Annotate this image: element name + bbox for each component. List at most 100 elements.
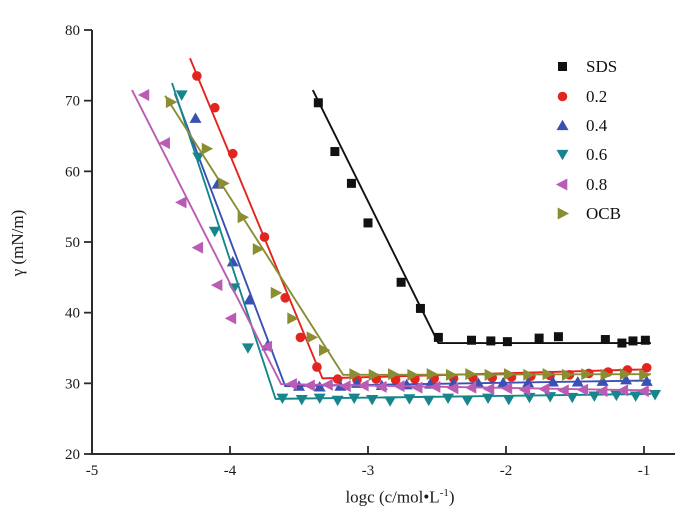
fit-line xyxy=(189,57,651,380)
marker xyxy=(544,392,557,403)
marker xyxy=(393,380,405,393)
marker xyxy=(465,368,477,381)
marker xyxy=(295,394,308,406)
series-0-6 xyxy=(171,82,662,407)
marker xyxy=(557,384,569,397)
marker xyxy=(484,368,497,381)
marker xyxy=(313,393,326,404)
marker xyxy=(502,394,515,406)
marker xyxy=(429,380,441,393)
legend-label: 0.2 xyxy=(586,86,608,106)
marker xyxy=(629,391,642,402)
marker xyxy=(649,390,662,401)
marker xyxy=(366,394,379,406)
fit-line xyxy=(311,89,651,345)
marker xyxy=(542,368,554,381)
legend-item-0-6: 0.6 xyxy=(554,140,621,169)
marker xyxy=(640,335,650,345)
series-0-8 xyxy=(131,89,651,398)
x-ticks: -5 -4 -3 -2 -1 xyxy=(86,446,650,479)
marker xyxy=(201,142,214,155)
marker xyxy=(442,393,455,404)
marker xyxy=(306,331,319,344)
marker xyxy=(407,368,419,381)
marker xyxy=(241,343,254,354)
marker xyxy=(313,381,326,392)
legend-item-0-8: 0.8 xyxy=(554,170,621,199)
marker xyxy=(610,390,623,402)
marker xyxy=(576,383,589,396)
legend-square-icon xyxy=(558,62,567,72)
marker xyxy=(218,177,230,190)
marker xyxy=(628,336,638,346)
marker xyxy=(243,294,256,305)
marker xyxy=(357,379,369,392)
y-tick-label: 30 xyxy=(65,376,80,392)
marker xyxy=(620,374,633,385)
legend-triangle-left-icon xyxy=(555,178,568,191)
legend-label: 0.6 xyxy=(586,145,608,165)
marker xyxy=(192,71,202,81)
marker xyxy=(252,243,265,256)
marker xyxy=(259,232,270,242)
marker xyxy=(319,344,331,357)
legend-label: 0.8 xyxy=(586,174,608,194)
legend-label: OCB xyxy=(586,204,621,224)
marker xyxy=(224,312,237,325)
marker xyxy=(375,380,387,393)
marker xyxy=(619,368,632,381)
marker xyxy=(415,303,425,313)
marker xyxy=(557,91,568,101)
marker xyxy=(566,392,579,404)
marker xyxy=(191,241,204,254)
y-tick-label: 50 xyxy=(65,235,80,251)
legend-item-ocb: OCB xyxy=(554,199,621,228)
marker xyxy=(581,368,593,381)
marker xyxy=(482,382,495,395)
marker xyxy=(546,376,559,387)
marker xyxy=(617,338,627,348)
legend: SDS 0.2 0.4 0.6 0.8 OCB xyxy=(554,52,621,228)
marker xyxy=(555,178,568,191)
marker xyxy=(461,395,474,407)
marker xyxy=(175,90,188,101)
x-tick-label: -5 xyxy=(86,463,99,479)
marker xyxy=(467,335,476,345)
marker xyxy=(303,379,315,392)
marker xyxy=(388,368,400,381)
marker xyxy=(486,336,496,346)
marker xyxy=(189,112,202,123)
x-axis-title-close: ) xyxy=(448,487,455,507)
marker xyxy=(280,293,291,303)
marker xyxy=(287,312,299,325)
marker xyxy=(270,286,283,299)
legend-label: SDS xyxy=(586,57,618,77)
marker xyxy=(411,381,423,394)
marker xyxy=(616,384,629,397)
marker xyxy=(321,378,333,391)
marker xyxy=(557,207,570,220)
y-ticks: 20 30 40 50 60 70 80 xyxy=(65,23,92,463)
marker xyxy=(446,382,459,395)
x-axis-title-superscript: -1 xyxy=(439,487,449,499)
legend-circle-icon xyxy=(557,91,568,101)
marker xyxy=(588,391,601,402)
marker xyxy=(312,362,322,372)
marker xyxy=(210,102,220,113)
marker xyxy=(596,375,609,386)
marker xyxy=(500,382,513,395)
marker xyxy=(522,376,535,388)
marker xyxy=(433,332,443,342)
y-tick-label: 80 xyxy=(65,23,80,39)
marker xyxy=(600,368,612,381)
y-tick-label: 60 xyxy=(65,164,80,180)
marker xyxy=(363,218,373,228)
x-tick-label: -4 xyxy=(224,463,237,479)
x-axis-title-main: logc (c/mol•L xyxy=(345,487,440,507)
marker xyxy=(556,119,569,131)
marker xyxy=(538,382,550,395)
series-ocb xyxy=(164,95,651,381)
marker xyxy=(339,380,351,393)
legend-triangle-down-icon xyxy=(556,150,569,161)
